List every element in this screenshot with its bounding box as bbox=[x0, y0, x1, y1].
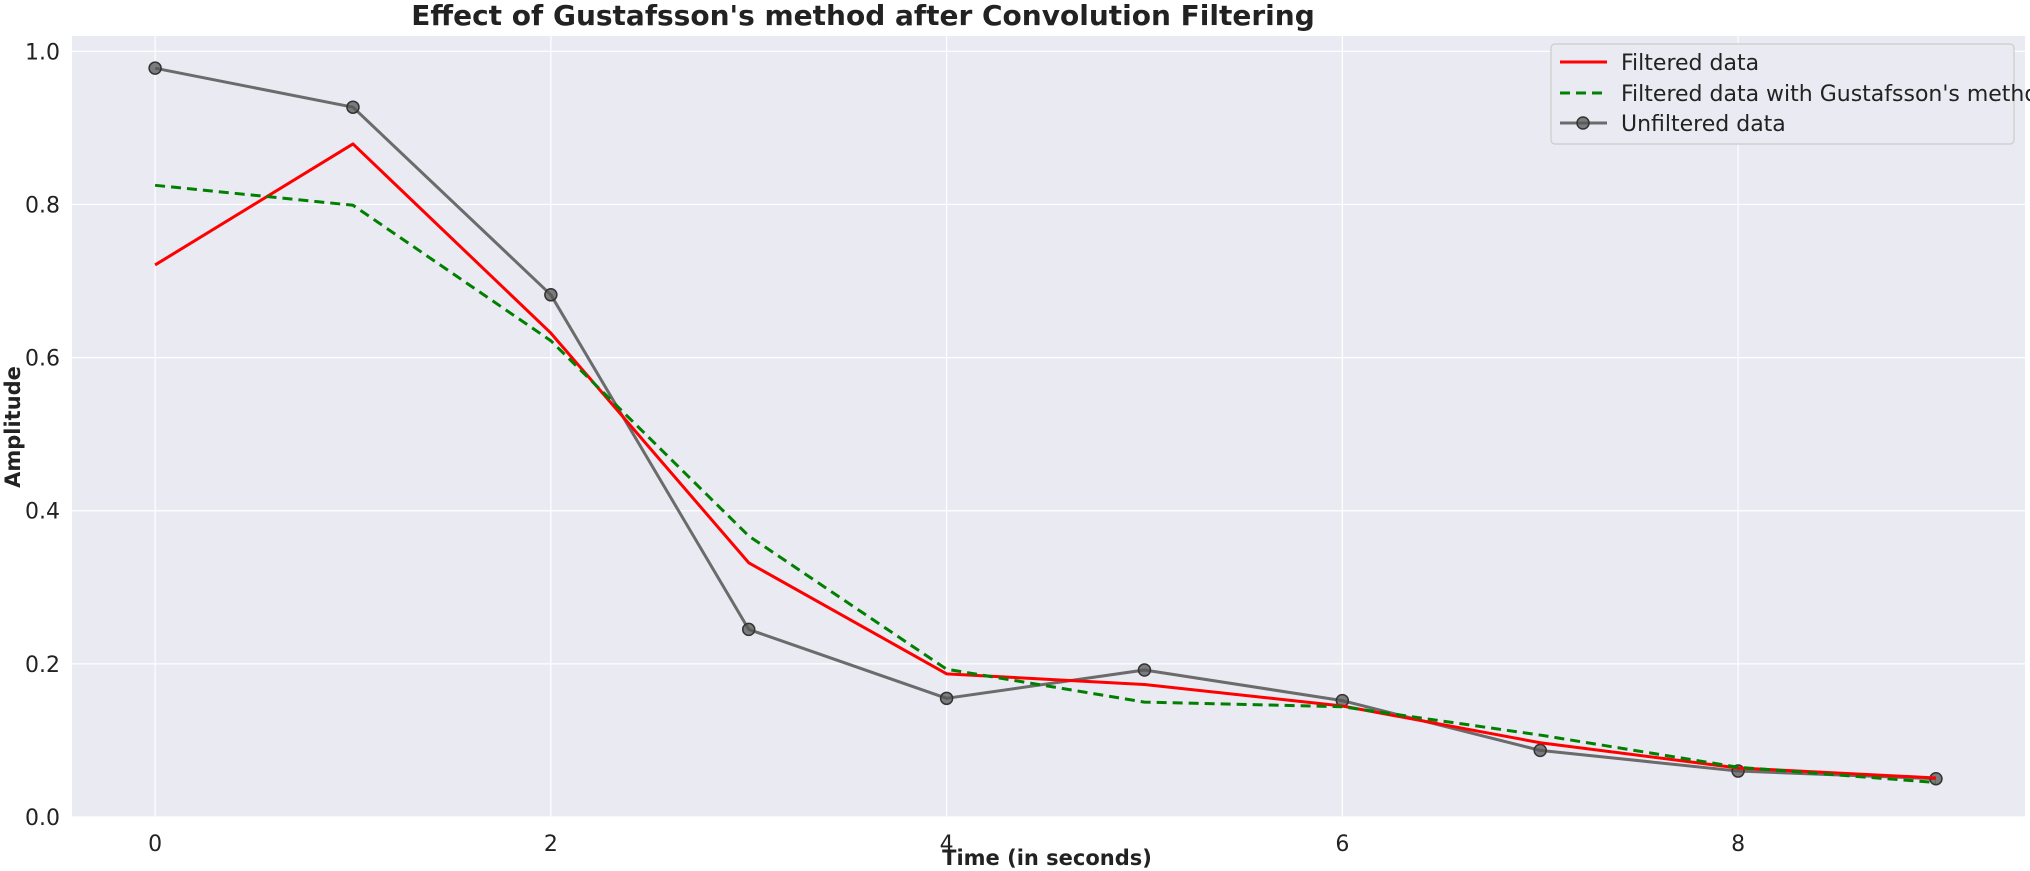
y-tick-label: 0.8 bbox=[25, 193, 60, 218]
x-tick-label: 2 bbox=[544, 832, 558, 857]
data-point bbox=[544, 288, 558, 302]
legend: Filtered data Filtered data with Gustafs… bbox=[1550, 43, 2030, 145]
x-tick-label: 6 bbox=[1335, 832, 1349, 857]
y-tick-label: 0.6 bbox=[25, 347, 60, 372]
plot-background bbox=[72, 36, 2025, 817]
y-tick-label: 0.4 bbox=[25, 500, 60, 525]
data-point bbox=[939, 691, 954, 706]
y-tick-label: 1.0 bbox=[25, 40, 60, 65]
series-line-2 bbox=[154, 66, 1937, 781]
data-point bbox=[346, 100, 360, 114]
legend-label-filtered: Filtered data bbox=[1621, 51, 1759, 76]
y-tick-label: 0.0 bbox=[25, 806, 60, 831]
x-tick-label: 4 bbox=[940, 832, 954, 857]
x-axis-label: Time (in seconds) bbox=[942, 846, 1152, 870]
tick-labels: 0 2 4 6 8 0.0 0.2 0.4 0.6 0.8 1.0 bbox=[25, 40, 1745, 857]
chart-title: Effect of Gustafsson's method after Conv… bbox=[411, 0, 1314, 32]
data-point bbox=[1533, 743, 1547, 758]
y-axis-label: Amplitude bbox=[1, 366, 25, 488]
legend-box bbox=[1550, 43, 2015, 145]
series-line-1 bbox=[154, 183, 1937, 785]
data-point bbox=[1137, 663, 1152, 677]
y-tick-label: 0.2 bbox=[25, 653, 60, 678]
legend-label-gustafsson: Filtered data with Gustafsson's method bbox=[1621, 82, 2030, 107]
series-group bbox=[148, 61, 1943, 786]
x-tick-label: 0 bbox=[148, 832, 162, 857]
legend-label-unfiltered: Unfiltered data bbox=[1621, 112, 1786, 137]
legend-marker-unfiltered bbox=[1576, 116, 1590, 130]
x-tick-label: 8 bbox=[1731, 832, 1745, 857]
data-point bbox=[741, 622, 756, 637]
series-line-0 bbox=[154, 142, 1937, 780]
grid bbox=[72, 36, 2025, 818]
data-point bbox=[148, 61, 162, 75]
